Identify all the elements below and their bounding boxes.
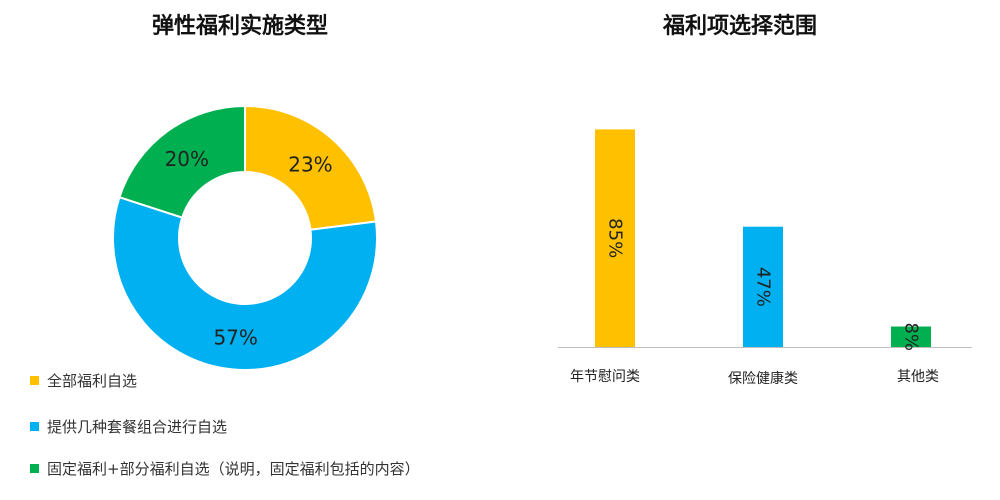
bar-category-label: 年节慰问类 xyxy=(570,369,640,385)
legend-swatch-green xyxy=(30,464,39,473)
legend-swatch-blue xyxy=(30,422,39,431)
donut-slice-label: 20% xyxy=(165,147,209,171)
donut-slice xyxy=(112,195,378,371)
legend-item: 提供几种套餐组合进行自选 xyxy=(30,416,227,437)
legend-item: 固定福利+部分福利自选（说明，固定福利包括的内容） xyxy=(30,458,420,479)
legend-label: 全部福利自选 xyxy=(47,372,138,390)
donut-slice-label: 57% xyxy=(213,326,257,350)
bar xyxy=(595,129,635,347)
legend-label: 固定福利+部分福利自选（说明，固定福利包括的内容） xyxy=(47,460,420,478)
legend-item: 全部福利自选 xyxy=(30,370,137,391)
donut-slice xyxy=(118,104,246,219)
bar-chart-title: 福利项选择范围 xyxy=(662,14,817,39)
donut-chart: 23% 57% 20% xyxy=(112,104,378,371)
bar xyxy=(743,226,783,347)
legend-label: 提供几种套餐组合进行自选 xyxy=(47,418,228,436)
bar-category-label: 其他类 xyxy=(897,369,939,385)
bar-value-label: 47% xyxy=(753,267,774,307)
donut-slice xyxy=(244,104,378,231)
bar-value-label: 8% xyxy=(901,322,922,351)
legend-swatch-yellow xyxy=(30,376,39,385)
bar-category-label: 保险健康类 xyxy=(728,371,798,387)
bar xyxy=(891,326,931,347)
donut-chart-title: 弹性福利实施类型 xyxy=(151,14,328,39)
donut-slice-label: 23% xyxy=(288,153,332,177)
bar-value-label: 85% xyxy=(605,218,626,258)
